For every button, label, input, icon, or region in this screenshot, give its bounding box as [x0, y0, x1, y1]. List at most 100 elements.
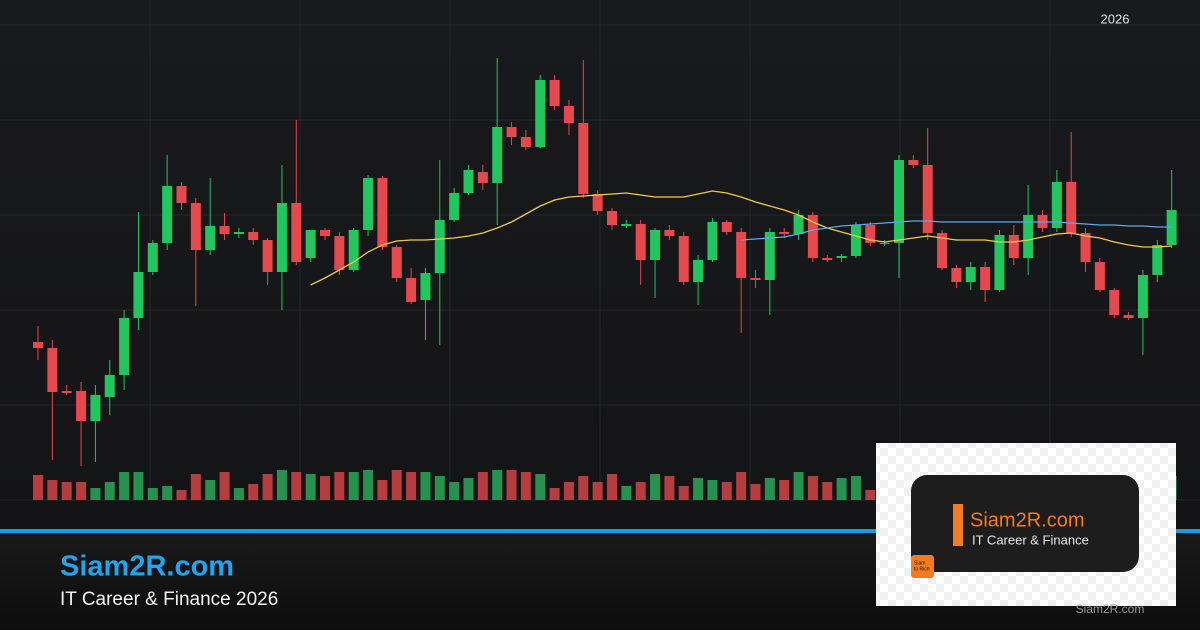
logo-icon-text: to Rich	[914, 566, 930, 572]
candle-body	[320, 230, 330, 236]
volume-bar	[406, 472, 417, 500]
volume-bar	[779, 480, 790, 500]
volume-bar	[348, 472, 359, 500]
candle-body	[607, 211, 617, 225]
volume-bar	[104, 482, 115, 500]
logo-icon	[911, 555, 934, 578]
volume-bar	[391, 470, 402, 500]
volume-bar	[822, 482, 833, 500]
volume-bar	[678, 486, 689, 500]
candle-body	[894, 160, 904, 243]
candle-body	[865, 225, 876, 243]
volume-bar	[205, 480, 216, 500]
volume-bar	[607, 474, 617, 500]
candle-body	[535, 80, 546, 147]
volume-bar	[449, 482, 460, 500]
volume-bar	[334, 472, 345, 500]
candle-body	[635, 224, 646, 260]
candle-body	[693, 260, 704, 282]
candle-body	[922, 165, 933, 233]
candle-body	[1109, 290, 1120, 315]
volume-bar	[276, 470, 287, 500]
candle-body	[549, 80, 560, 106]
candle-body	[449, 193, 460, 220]
candle-body	[822, 258, 833, 260]
candle-body	[1123, 315, 1134, 318]
candle-body	[764, 232, 775, 280]
candle-body	[90, 395, 101, 421]
candle-body	[33, 342, 43, 348]
volume-bar	[836, 478, 847, 500]
volume-bar	[420, 472, 431, 500]
candle-body	[621, 224, 632, 226]
footer-subtitle: IT Career & Finance 2026	[60, 589, 278, 610]
logo-caption: Siam2R.com	[1076, 602, 1145, 616]
volume-bar	[248, 484, 259, 500]
candle-body	[807, 215, 818, 258]
logo-bar	[953, 504, 963, 546]
logo-card: Siam2R.com IT Career & Finance Siam to R…	[876, 443, 1176, 616]
candle-body	[205, 226, 216, 250]
period-label: 2026	[1101, 11, 1130, 26]
candle-body	[678, 236, 689, 282]
volume-bar	[61, 482, 72, 500]
logo-icon-text: Siam	[914, 560, 925, 566]
volume-bar	[520, 472, 531, 500]
candle-body	[1094, 262, 1105, 290]
candle-body	[219, 226, 230, 234]
candle-body	[850, 225, 861, 256]
volume-bar	[291, 472, 302, 500]
volume-bar	[320, 476, 330, 500]
candle-body	[721, 222, 732, 232]
volume-bar	[764, 478, 775, 500]
candle-body	[463, 170, 474, 193]
volume-bar	[463, 478, 474, 500]
candle-body	[377, 178, 388, 247]
footer-divider	[0, 529, 1200, 533]
volume-bar	[477, 472, 488, 500]
candle-body	[162, 186, 173, 243]
volume-bar	[305, 474, 316, 500]
candle-body	[477, 172, 488, 183]
volume-bar	[750, 484, 761, 500]
volume-bar	[363, 470, 374, 500]
candle-body	[391, 247, 402, 278]
candle-body	[334, 236, 345, 270]
candle-body	[750, 278, 761, 280]
volume-bar	[693, 478, 704, 500]
candle-body	[937, 233, 948, 268]
candle-body	[707, 222, 718, 260]
volume-bar	[133, 472, 144, 500]
moving-average-line	[741, 220, 1172, 241]
candle-body	[348, 230, 359, 270]
candle-body	[47, 348, 58, 392]
candle-body	[233, 232, 244, 234]
volume-bar	[736, 472, 747, 500]
candle-body	[363, 178, 374, 230]
volume-bar	[635, 482, 646, 500]
volume-bar	[650, 474, 661, 500]
candle-body	[578, 123, 589, 194]
candle-body	[1080, 233, 1091, 262]
volume-bar	[76, 482, 87, 500]
candle-body	[1066, 182, 1077, 233]
volume-bar	[219, 472, 230, 500]
volume-bar	[664, 476, 675, 500]
candle-body	[836, 256, 847, 258]
volume-bar	[262, 474, 273, 500]
candle-body	[592, 194, 603, 211]
candle-body	[1152, 245, 1163, 275]
candle-body	[779, 232, 790, 234]
volume-bar	[578, 476, 589, 500]
candle-body	[793, 215, 804, 234]
volume-bar	[707, 480, 718, 500]
volume-bar	[47, 480, 58, 500]
candle-body	[176, 186, 187, 203]
volume-bar	[90, 488, 101, 500]
candle-body	[650, 230, 661, 260]
candle-body	[147, 243, 158, 272]
candle-body	[248, 232, 259, 240]
logo-title: Siam2R.com	[970, 509, 1084, 531]
candle-body	[190, 203, 201, 250]
